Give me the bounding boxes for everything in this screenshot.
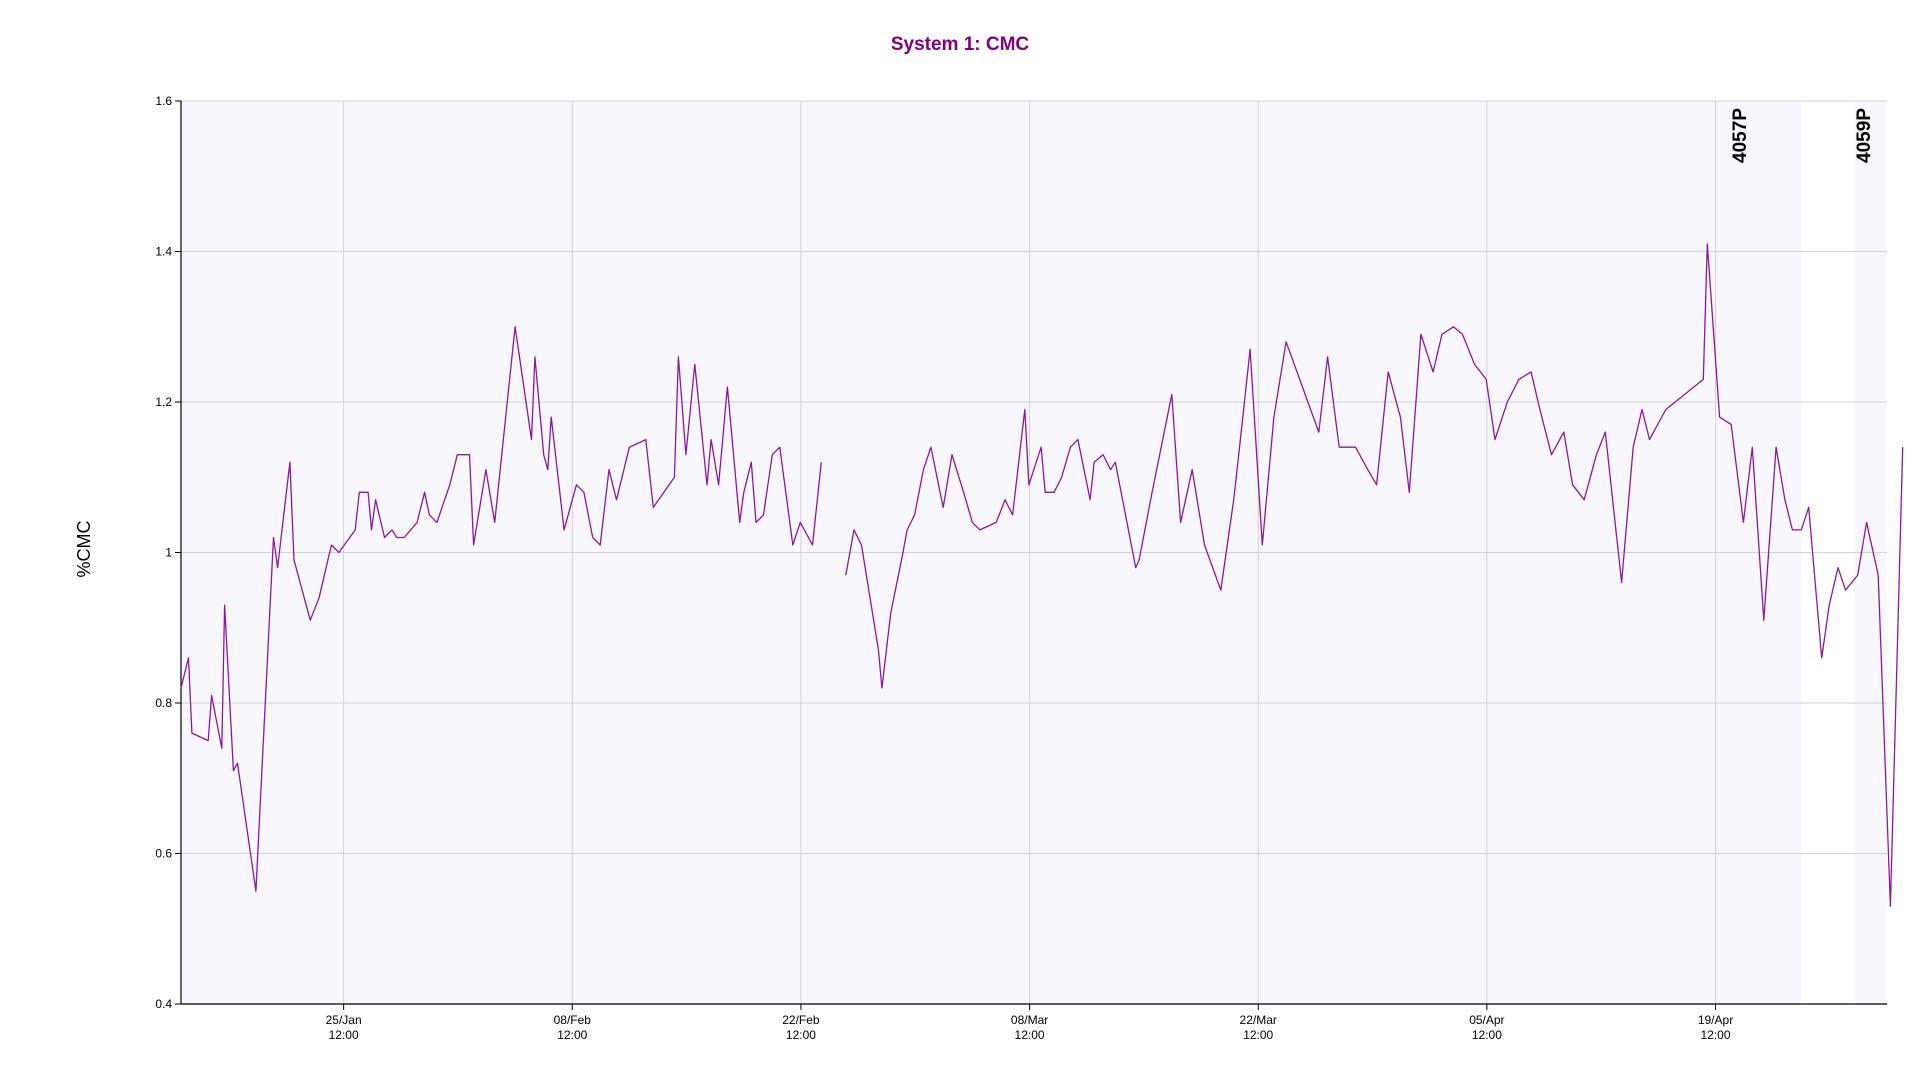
tick-labels: 1.61.41.210.80.60.425/Jan12:0008/Feb12:0…: [155, 94, 1733, 1042]
x-tick-label-time: 12:00: [1243, 1028, 1273, 1042]
series-line: [845, 243, 1904, 907]
x-tick-label-time: 12:00: [1700, 1028, 1730, 1042]
marker-label-4059p: 4059P: [1854, 108, 1875, 163]
y-tick-label: 0.6: [155, 847, 172, 861]
x-tick-label-date: 25/Jan: [326, 1013, 362, 1027]
x-tick-label-time: 12:00: [329, 1028, 359, 1042]
x-tick-label-date: 22/Feb: [782, 1013, 820, 1027]
x-tick-label-date: 08/Mar: [1011, 1013, 1048, 1027]
x-tick-label-time: 12:00: [1472, 1028, 1502, 1042]
y-tick-label: 0.4: [155, 997, 172, 1011]
y-tick-label: 1: [165, 546, 172, 560]
y-tick-label: 1.2: [155, 395, 172, 409]
x-tick-label-time: 12:00: [786, 1028, 816, 1042]
y-axis-label: %CMC: [74, 521, 94, 578]
series-line: [180, 326, 822, 892]
chart-title: System 1: CMC: [891, 34, 1030, 55]
marker-label-4057p: 4057P: [1730, 108, 1751, 163]
y-tick-label: 1.6: [155, 94, 172, 108]
x-tick-label-time: 12:00: [557, 1028, 587, 1042]
y-tick-label: 0.8: [155, 696, 172, 710]
x-tick-label-date: 08/Feb: [554, 1013, 592, 1027]
axes: [175, 100, 1887, 1010]
x-tick-label-time: 12:00: [1015, 1028, 1045, 1042]
y-tick-label: 1.4: [155, 245, 172, 259]
x-tick-label-date: 22/Mar: [1240, 1013, 1277, 1027]
x-tick-label-date: 05/Apr: [1469, 1013, 1504, 1027]
x-tick-label-date: 19/Apr: [1698, 1013, 1733, 1027]
series-lines: [180, 243, 1904, 907]
